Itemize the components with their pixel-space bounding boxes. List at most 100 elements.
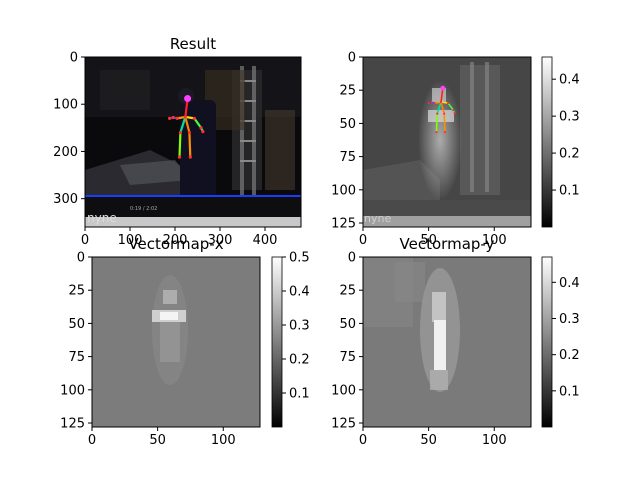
skeleton-joint [443, 112, 446, 115]
y-tick-label: 25 [339, 84, 356, 99]
vectormap-y-colorbar-ticks: 0.1 0.2 0.3 0.4 [552, 276, 580, 399]
x-tick-label: 50 [149, 433, 166, 448]
vectormap-y-ticks: 0 50 100 0 25 50 75 100 125 [331, 251, 506, 449]
colorbar-tick-label: 0.1 [289, 387, 310, 402]
x-tick-label: 100 [482, 233, 507, 248]
result-panel: Result nyne 0:19 / 2:0 [53, 35, 302, 249]
skeleton-limb [443, 112, 446, 133]
skeleton-joint [446, 101, 450, 105]
skeleton-joint [199, 126, 203, 130]
y-tick-label: 50 [339, 317, 356, 332]
vectormap-x-title: Vectormap-x [128, 235, 223, 253]
skeleton-joint [178, 130, 182, 135]
colorbar-tick-label: 0.5 [289, 251, 310, 266]
y-tick-label: 75 [68, 350, 85, 365]
colorbar-tick-label: 0.2 [559, 348, 580, 363]
x-tick-label: 100 [118, 233, 143, 248]
result-axes-frame [84, 56, 302, 228]
vectormap-x-axes-frame [91, 256, 261, 428]
vectormap-y-image [363, 257, 531, 427]
heatmap-pose-overlay [427, 85, 456, 134]
skeleton-joint [177, 155, 182, 159]
y-tick-label: 0 [77, 251, 85, 266]
x-tick-label: 0 [81, 233, 89, 248]
y-tick-label: 100 [331, 183, 356, 198]
heatmap-watermark: nyne [364, 212, 391, 225]
heatmap-axes-frame [362, 56, 532, 228]
skeleton-joint [430, 101, 433, 104]
colorbar-tick-label: 0.4 [559, 276, 580, 291]
result-ticks: 0 100 200 300 400 0 100 200 300 [53, 51, 277, 249]
vectormap-x-colorbar [271, 256, 283, 428]
skeleton-joint [192, 116, 196, 120]
y-tick-label: 0 [70, 51, 78, 66]
skeleton-joint [452, 109, 455, 112]
colorbar-tick-label: 0.3 [559, 110, 580, 125]
x-tick-label: 200 [163, 233, 188, 248]
y-tick-label: 200 [53, 145, 78, 160]
x-tick-label: 300 [208, 233, 233, 248]
skeleton-joint [433, 101, 436, 105]
y-tick-label: 0 [348, 251, 356, 266]
skeleton-limb [440, 101, 446, 115]
skeleton-joint [175, 116, 179, 120]
skeleton-limb [447, 102, 455, 111]
colorbar-tick-label: 0.3 [559, 312, 580, 327]
skeleton-joint [184, 95, 192, 103]
skeleton-joint [171, 115, 175, 120]
y-tick-label: 125 [331, 217, 356, 232]
skeleton-limb [184, 115, 191, 134]
skeleton-limb [193, 117, 203, 129]
video-timestamp: 0:19 / 2:02 [130, 206, 157, 212]
x-tick-label: 100 [211, 433, 236, 448]
x-tick-label: 0 [88, 433, 96, 448]
colorbar-tick-label: 0.4 [559, 73, 580, 88]
vectormap-y-axes-frame [362, 256, 532, 428]
result-image: nyne 0:19 / 2:02 [85, 57, 301, 227]
pose-skeleton [168, 95, 205, 159]
y-tick-label: 75 [339, 150, 356, 165]
skeleton-joint [188, 155, 192, 159]
y-tick-label: 0 [348, 51, 356, 66]
y-tick-label: 300 [53, 192, 78, 207]
y-tick-label: 125 [331, 417, 356, 432]
skeleton-joint [443, 130, 446, 134]
heatmap-colorbar [541, 56, 553, 228]
y-tick-label: 50 [339, 117, 356, 132]
x-tick-label: 100 [482, 433, 507, 448]
skeleton-joint [436, 112, 439, 115]
colorbar-tick-label: 0.1 [559, 184, 580, 199]
skeleton-joint [201, 130, 205, 134]
skeleton-limb [436, 101, 442, 115]
skeleton-limb [178, 131, 182, 159]
colorbar-tick-label: 0.4 [289, 285, 310, 300]
skeleton-joint [183, 115, 187, 119]
vectormap-x-colorbar-ticks: 0.1 0.2 0.3 0.4 0.5 [282, 251, 310, 402]
skeleton-joint [168, 116, 172, 120]
heatmap-panel: nyne 0 50 100 0 25 50 75 100 125 0.1 0.2 0.3 0.4 [331, 51, 580, 249]
skeleton-limb [188, 131, 192, 159]
y-tick-label: 25 [68, 284, 85, 299]
result-title: Result [170, 35, 216, 53]
colorbar-tick-label: 0.1 [559, 384, 580, 399]
skeleton-joint [439, 100, 443, 104]
vectormap-y-colorbar [541, 256, 553, 428]
y-tick-label: 50 [68, 317, 85, 332]
heatmap-image: nyne [363, 57, 531, 227]
colorbar-tick-label: 0.3 [289, 319, 310, 334]
vectormap-x-image [92, 257, 260, 427]
skeleton-joint [435, 130, 438, 134]
y-tick-label: 100 [60, 383, 85, 398]
skeleton-joint [453, 111, 456, 115]
x-tick-label: 50 [420, 233, 437, 248]
colorbar-tick-label: 0.2 [559, 147, 580, 162]
colorbar-tick-label: 0.2 [289, 353, 310, 368]
y-tick-label: 100 [331, 383, 356, 398]
skeleton-joint [440, 85, 446, 91]
heatmap-ticks: 0 50 100 0 25 50 75 100 125 [331, 51, 506, 249]
y-tick-label: 25 [339, 284, 356, 299]
vectormap-x-ticks: 0 50 100 0 25 50 75 100 125 [60, 251, 235, 449]
